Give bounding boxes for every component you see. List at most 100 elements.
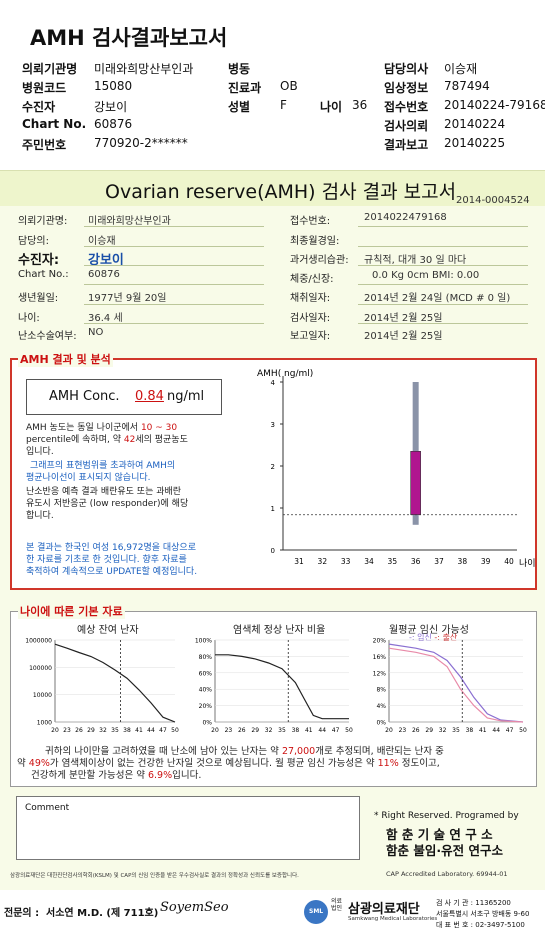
x-tick-label: 38 — [292, 727, 300, 734]
info-value: 2014022479168 — [364, 212, 447, 223]
y-axis-label: AMH( ng/ml) — [257, 369, 313, 379]
amh-conc-label: AMH Conc. — [49, 389, 120, 404]
y-tick-label: 80% — [199, 654, 213, 661]
pregnancy-pct: 11% — [377, 758, 399, 769]
address: 서울특별시 서초구 방배동 9-60 — [436, 910, 530, 918]
x-tick-label: 41 — [305, 727, 313, 734]
amh-section-label: AMH 결과 및 분석 — [18, 351, 113, 367]
x-tick-label: 32 — [318, 557, 328, 566]
y-tick-label: 0% — [376, 720, 386, 727]
report-title: Ovarian reserve(AMH) 검사 결과 보고서 — [105, 181, 457, 203]
info-value: 1977년 9월 20일 — [88, 293, 167, 304]
y-tick-label: 4% — [376, 703, 386, 710]
field-label: 진료과 — [228, 81, 262, 95]
info-value: NO — [88, 327, 104, 338]
info-label: 생년월일: — [18, 293, 59, 304]
percentile-range: 10 ~ 30 — [140, 423, 178, 433]
field-value: 60876 — [94, 117, 133, 131]
field-label: 주민번호 — [22, 138, 67, 152]
info-label: 채취일자: — [290, 293, 331, 304]
desc-note: 평균나이선이 표시되지 않습니다. — [26, 473, 151, 483]
summary-line: 약 49%가 염색체이상이 없는 건강한 난자일 것으로 예상됩니다. 월 평균… — [17, 758, 440, 770]
summary-text: 건강하게 분만할 가능성은 약 — [31, 770, 145, 781]
x-tick-label: 36 — [411, 557, 421, 566]
info-label: 최종월경일: — [290, 236, 340, 247]
field-label: 담당의사 — [384, 62, 429, 76]
x-tick-label: 41 — [479, 727, 487, 734]
amh-desc-line: AMH 농도는 동일 나이군에서 10 ~ 30 — [26, 422, 177, 434]
x-tick-label: 20 — [385, 727, 393, 734]
info-value: 2014년 2월 25일 — [364, 331, 443, 342]
x-tick-label: 50 — [345, 727, 353, 734]
pregnancy-chance-chart: 20% 16% 12% 8% 4% 0%20 23 26 29 32 35 38 41 44 47 50 — [373, 638, 527, 735]
cap-text: CAP Accredited Laboratory. 69944-01 — [386, 870, 508, 878]
comment-box: Comment — [16, 796, 360, 860]
y-tick-label: 1000000 — [25, 638, 52, 645]
field-label: 검사의뢰 — [384, 119, 429, 133]
field-value: 20140225 — [444, 136, 506, 150]
foundation-seal-icon — [304, 900, 328, 924]
page-title: AMH 검사결과보고서 — [30, 26, 228, 50]
info-value: 60876 — [88, 269, 120, 280]
x-tick-label: 26 — [75, 727, 83, 734]
y-tick-label: 0 — [271, 547, 275, 555]
summary-text: 귀하의 나이만을 고려하였을 때 난소에 남아 있는 난자는 약 — [45, 746, 279, 757]
x-tick-label: 23 — [399, 727, 407, 734]
x-tick-label: 32 — [265, 727, 273, 734]
amh-conc-value: 0.84 — [135, 389, 164, 404]
x-tick-label: 41 — [135, 727, 143, 734]
normal-egg-ratio-chart: 100% 80% 60% 40% 20% 0%20 23 26 29 32 35 38 41 44 47 50 — [195, 638, 353, 735]
amh-report: Ovarian reserve(AMH) 검사 결과 보고서 2014-0004… — [0, 170, 545, 890]
info-label: 과거생리습관: — [290, 255, 349, 266]
divider — [84, 284, 264, 285]
summary-text: 개로 추정되며, 배란되는 난자 중 — [315, 746, 444, 757]
field-value: OB — [280, 79, 298, 93]
x-tick-label: 26 — [238, 727, 246, 734]
x-tick-label: 50 — [519, 727, 527, 734]
info-label: 의뢰기관명: — [18, 216, 68, 227]
x-tick-label: 26 — [412, 727, 420, 734]
field-label: 결과보고 — [384, 138, 429, 152]
chart-title: 월평균 임신 가능성 — [389, 625, 469, 636]
x-tick-label: 20 — [211, 727, 219, 734]
legend-item: 임신 — [417, 633, 432, 642]
info-label: 체중/신장: — [290, 274, 334, 285]
amh-desc-line: percentile에 속하며, 약 42세의 평균농도 — [26, 434, 188, 446]
divider — [358, 304, 528, 305]
y-tick-label: 4 — [271, 379, 276, 387]
legend-item: 출산 — [442, 633, 458, 642]
field-value: 787494 — [444, 79, 490, 93]
y-tick-label: 10000 — [33, 692, 52, 699]
field-label: 접수번호 — [384, 100, 429, 114]
reg-number: 검 사 기 관 : 11365200 — [436, 899, 511, 907]
info-label: 나이: — [18, 313, 40, 324]
chart-title: 염색체 정상 난자 비율 — [233, 625, 326, 636]
legend: -: 임신 -: 출산 — [409, 633, 458, 642]
x-tick-label: 31 — [294, 557, 304, 566]
signature: SoyemSeo — [160, 900, 229, 915]
info-label: 담당의: — [18, 236, 49, 247]
x-tick-label: 29 — [87, 727, 95, 734]
field-value: 이승재 — [444, 62, 478, 76]
desc-text: 난소반응 예측 결과 배란유도 또는 과배란 — [26, 487, 182, 497]
divider — [84, 323, 264, 324]
x-tick-label: 44 — [318, 727, 326, 734]
egg-estimate: 27,000 — [281, 746, 316, 757]
x-tick-label: 23 — [63, 727, 71, 734]
field-label: 성별 — [228, 100, 251, 114]
phone: 대 표 번 호 : 02-3497-5100 — [436, 921, 525, 929]
x-tick-label: 47 — [506, 727, 514, 734]
field-label: Chart No. — [22, 117, 87, 131]
info-value: 2014년 2월 25일 — [364, 313, 443, 324]
iqr-bar — [410, 451, 421, 516]
amh-analysis-box: AMH Conc. 0.84 ng/ml AMH 농도는 동일 나이군에서 10… — [10, 358, 537, 590]
desc-text: AMH 농도는 동일 나이군에서 — [26, 423, 139, 433]
summary-text: 정도이고, — [401, 758, 440, 769]
divider — [358, 323, 528, 324]
field-value: 15080 — [94, 79, 133, 93]
x-tick-label: 38 — [466, 727, 474, 734]
series-line — [388, 643, 524, 723]
y-tick-label: 100000 — [29, 665, 52, 672]
rights-text: * Right Reserved. Programed by — [374, 811, 519, 821]
foundation-prefix: 의료법인 — [331, 898, 343, 912]
